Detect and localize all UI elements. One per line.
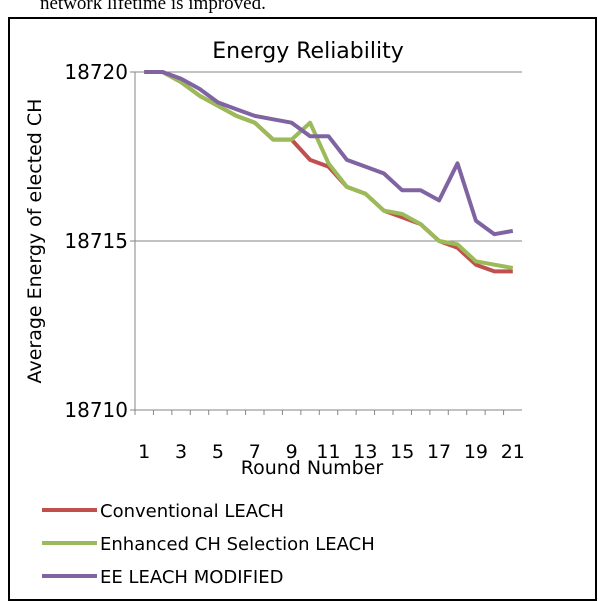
x-tick-label: 11	[316, 441, 340, 463]
x-tick-label: 5	[212, 441, 224, 463]
page-text: network lifetime is improved.	[40, 0, 266, 14]
y-tick-label: 18710	[64, 398, 128, 422]
chart-frame	[8, 17, 597, 601]
chart-title: Energy Reliability	[212, 39, 404, 64]
y-tick-label: 18720	[64, 60, 128, 84]
series-line	[144, 70, 514, 237]
x-tick-label: 7	[249, 441, 261, 463]
y-axis-title: Average Energy of elected CH	[24, 99, 46, 384]
y-tick-label: 18715	[64, 229, 128, 253]
x-tick-label: 19	[464, 441, 488, 463]
series-line	[144, 70, 514, 270]
x-tick-label: 13	[353, 441, 377, 463]
x-tick-label: 17	[427, 441, 451, 463]
x-tick-label: 21	[501, 441, 525, 463]
legend-label: Enhanced CH Selection LEACH	[100, 534, 375, 555]
x-tick-label: 1	[138, 441, 150, 463]
x-axis-title: Round Number	[241, 457, 384, 479]
x-tick-label: 3	[175, 441, 187, 463]
legend-label: Conventional LEACH	[100, 501, 284, 522]
x-tick-label: 9	[286, 441, 298, 463]
x-tick-label: 15	[390, 441, 414, 463]
legend-label: EE LEACH MODIFIED	[100, 567, 283, 588]
